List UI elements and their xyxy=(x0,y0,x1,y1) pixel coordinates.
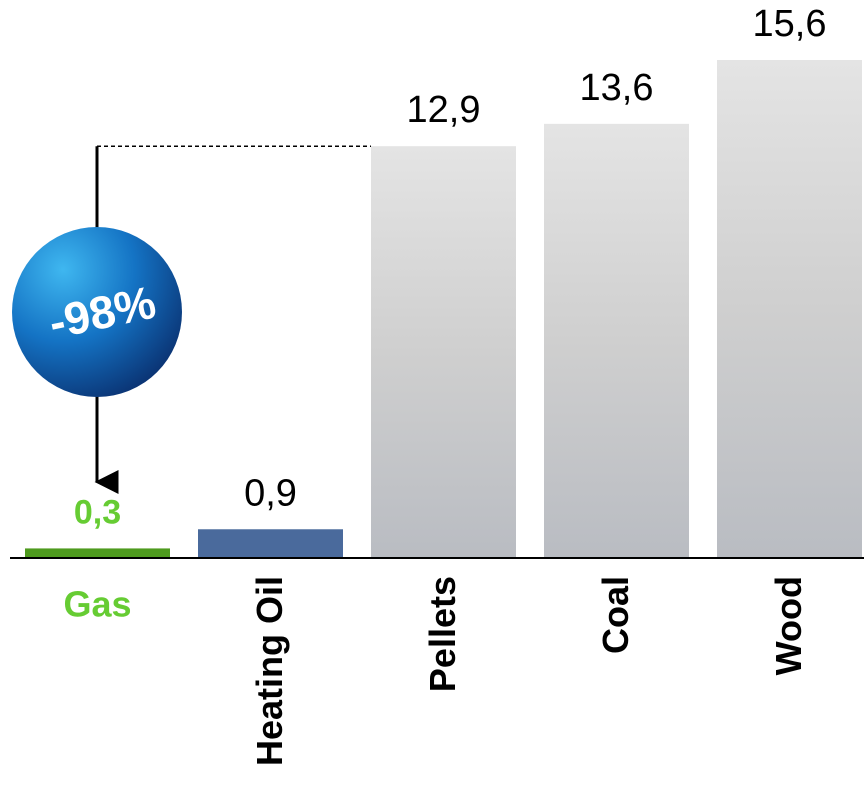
x-tick-label: Pellets xyxy=(422,576,463,692)
x-tick-label: Coal xyxy=(595,576,636,654)
value-label: 12,9 xyxy=(407,89,481,131)
value-label: 0,9 xyxy=(244,472,297,514)
value-label: 13,6 xyxy=(580,67,654,109)
bar xyxy=(25,548,170,558)
x-tick-label: Gas xyxy=(63,584,131,625)
bar xyxy=(544,123,689,558)
bar xyxy=(717,60,862,558)
x-tick-label: Wood xyxy=(768,576,809,675)
annotation-circle xyxy=(12,227,182,397)
x-tick-label: Heating Oil xyxy=(249,576,290,766)
bar xyxy=(198,529,343,558)
value-label: 15,6 xyxy=(753,3,827,45)
bar xyxy=(371,146,516,558)
value-label: 0,3 xyxy=(74,493,121,531)
